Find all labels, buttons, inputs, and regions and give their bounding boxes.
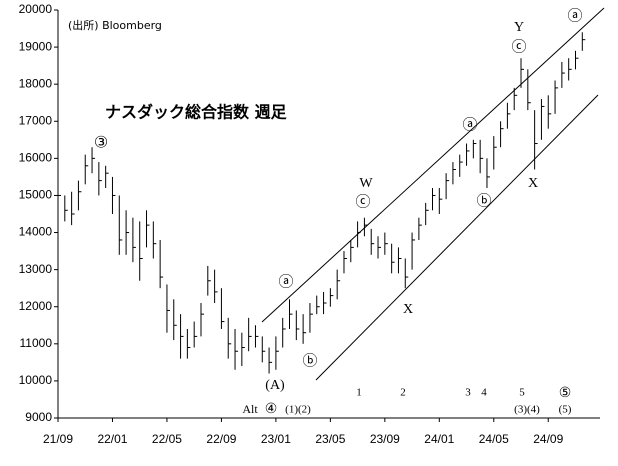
wave-label: 3 xyxy=(465,387,471,399)
wave-label: Y xyxy=(514,20,524,35)
upper-channel xyxy=(261,7,605,323)
y-tick-label: 18000 xyxy=(19,76,53,90)
x-tick-label: 22/09 xyxy=(206,432,236,446)
x-tick-label: 23/09 xyxy=(370,432,400,446)
wave-label: Alt xyxy=(242,402,258,416)
wave-label: ⓑ xyxy=(476,192,491,209)
y-tick-label: 9000 xyxy=(25,410,52,424)
x-tick-label: 24/05 xyxy=(479,432,509,446)
wave-label: ④ xyxy=(265,402,278,417)
wave-label: ⓑ xyxy=(302,352,317,369)
wave-label: ⓐ xyxy=(278,273,293,290)
wave-label: 5 xyxy=(519,387,525,399)
x-tick-label: 23/05 xyxy=(315,432,345,446)
x-tick-label: 21/09 xyxy=(43,432,73,446)
y-tick-label: 15000 xyxy=(19,188,53,202)
wave-label: 1 xyxy=(356,387,362,399)
y-tick-label: 14000 xyxy=(19,225,53,239)
x-tick-label: 22/01 xyxy=(97,432,127,446)
x-tick-label: 23/01 xyxy=(261,432,291,446)
y-tick-label: 17000 xyxy=(19,113,53,127)
wave-label: (5) xyxy=(559,404,572,416)
y-tick-label: 20000 xyxy=(19,2,53,16)
x-tick-label: 24/09 xyxy=(533,432,563,446)
wave-label: ⑤ xyxy=(559,386,572,401)
wave-label: X xyxy=(403,302,413,317)
wave-label: (1)(2) xyxy=(285,404,311,416)
y-tick-label: 12000 xyxy=(19,299,53,313)
x-tick-label: 24/01 xyxy=(424,432,454,446)
wave-label: X xyxy=(528,176,538,191)
wave-label: ⓒ xyxy=(355,193,370,210)
y-tick-label: 19000 xyxy=(19,39,53,53)
y-tick-label: 11000 xyxy=(20,336,53,350)
source-note: (出所) Bloomberg xyxy=(68,18,162,32)
y-tick-label: 13000 xyxy=(19,262,53,276)
wave-label: ⓐ xyxy=(567,7,582,24)
wave-label: ⓒ xyxy=(511,38,526,55)
x-tick-label: 22/05 xyxy=(152,432,182,446)
wave-label: (3)(4) xyxy=(514,404,540,416)
wave-label: W xyxy=(359,176,373,191)
wave-label: 4 xyxy=(481,387,487,399)
y-tick-label: 10000 xyxy=(19,373,53,387)
lower-channel xyxy=(315,94,599,381)
wave-label: (A) xyxy=(265,378,285,393)
wave-label: ⓐ xyxy=(462,116,477,133)
wave-label: 2 xyxy=(400,387,406,399)
chart-title: ナスダック総合指数 週足 xyxy=(105,103,288,122)
wave-label: ③ xyxy=(94,135,108,152)
y-tick-label: 16000 xyxy=(19,151,53,165)
